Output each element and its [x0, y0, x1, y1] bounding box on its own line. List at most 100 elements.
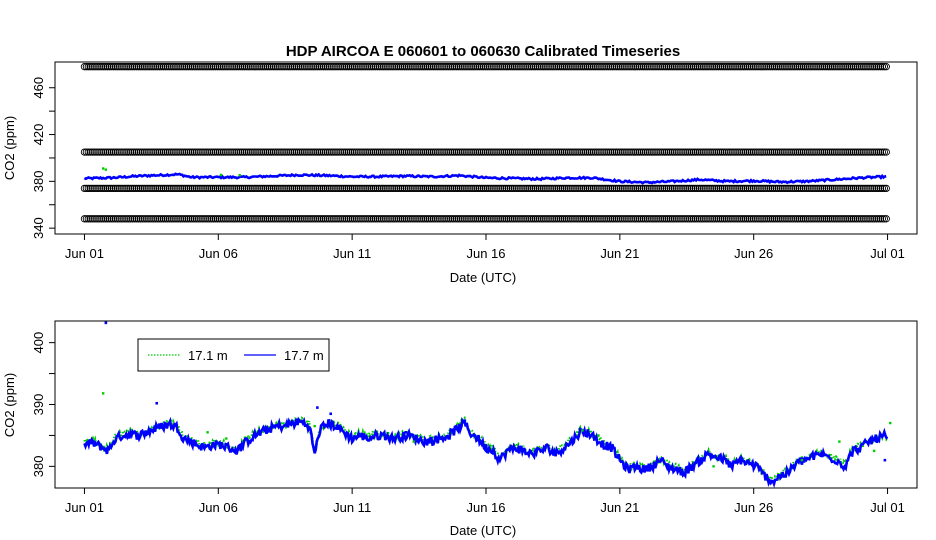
reference-point	[566, 184, 574, 193]
reference-point	[491, 184, 499, 193]
reference-point	[647, 148, 655, 156]
reference-point	[749, 148, 757, 156]
reference-point	[871, 184, 879, 193]
reference-point	[570, 148, 578, 156]
reference-point	[369, 148, 378, 156]
bottom-x-axis-label: Date (UTC)	[450, 523, 516, 538]
reference-point	[448, 215, 457, 223]
reference-point	[553, 148, 561, 156]
reference-point	[620, 215, 628, 223]
reference-point	[772, 215, 781, 223]
reference-point	[275, 215, 283, 223]
reference-point	[146, 215, 154, 223]
reference-point	[165, 148, 173, 156]
reference-point	[815, 63, 823, 71]
reference-point	[271, 63, 279, 71]
reference-point	[520, 63, 528, 71]
reference-point	[273, 215, 281, 223]
reference-point	[514, 148, 522, 156]
reference-point	[684, 184, 692, 193]
reference-point	[157, 215, 166, 223]
reference-point	[229, 148, 237, 156]
reference-point	[196, 63, 204, 71]
reference-point	[319, 215, 328, 223]
reference-point	[614, 184, 623, 193]
reference-point	[610, 215, 619, 223]
reference-point	[792, 184, 800, 193]
reference-point	[876, 215, 885, 223]
reference-point	[242, 184, 251, 193]
reference-point	[874, 63, 883, 71]
reference-point	[219, 63, 227, 71]
reference-point	[418, 63, 426, 71]
reference-point	[820, 184, 829, 193]
reference-point	[722, 148, 730, 156]
reference-point	[310, 148, 318, 156]
reference-point	[204, 63, 212, 71]
reference-point	[819, 148, 827, 156]
reference-point	[591, 63, 599, 71]
reference-point	[851, 215, 860, 223]
reference-point	[98, 184, 106, 193]
reference-point	[387, 148, 395, 156]
reference-point	[364, 184, 372, 193]
reference-point	[125, 215, 133, 223]
reference-point	[730, 148, 738, 156]
reference-point	[699, 63, 707, 71]
top-x-tick-label: Jun 06	[199, 246, 238, 261]
reference-point	[206, 63, 214, 71]
reference-point	[231, 184, 239, 193]
reference-point	[641, 184, 649, 193]
reference-point	[581, 63, 590, 71]
reference-point	[356, 184, 364, 193]
reference-point	[491, 215, 499, 223]
reference-point	[319, 184, 328, 193]
reference-point	[285, 148, 293, 156]
reference-point	[464, 63, 472, 71]
reference-point	[208, 63, 216, 71]
series-17-1m-point	[219, 173, 223, 177]
reference-point	[713, 148, 721, 156]
reference-point	[747, 63, 755, 71]
reference-point	[768, 184, 777, 193]
reference-point	[182, 184, 191, 193]
reference-point	[736, 184, 744, 193]
reference-point	[514, 215, 522, 223]
reference-point	[308, 63, 316, 71]
reference-point	[795, 148, 804, 156]
series-17-7m-point	[883, 458, 887, 462]
reference-point	[427, 148, 436, 156]
reference-point	[221, 184, 229, 193]
reference-point	[716, 148, 725, 156]
reference-point	[146, 184, 154, 193]
reference-point	[595, 215, 603, 223]
reference-point	[287, 148, 295, 156]
reference-point	[595, 184, 603, 193]
reference-point	[202, 148, 210, 156]
reference-point	[179, 63, 187, 71]
reference-point	[134, 148, 143, 156]
reference-point	[487, 63, 495, 71]
reference-point	[500, 63, 509, 71]
reference-point	[273, 63, 281, 71]
reference-point	[512, 148, 520, 156]
reference-point	[583, 184, 592, 193]
reference-point	[433, 148, 441, 156]
reference-point	[423, 63, 432, 71]
reference-point	[375, 148, 383, 156]
reference-point	[799, 148, 808, 156]
reference-point	[404, 184, 412, 193]
reference-point	[745, 184, 754, 193]
reference-point	[766, 148, 775, 156]
reference-point	[96, 63, 104, 71]
reference-point	[304, 148, 312, 156]
reference-point	[314, 148, 322, 156]
reference-point	[824, 184, 833, 193]
reference-point	[701, 148, 709, 156]
reference-point	[125, 63, 133, 71]
reference-point	[167, 63, 175, 71]
reference-point	[574, 184, 582, 193]
reference-point	[543, 148, 551, 156]
bottom-panel: Jun 01 Jun 06 Jun 11 Jun 16 Jun 21 Jun 26 Jul …	[2, 320, 918, 538]
reference-point	[832, 215, 840, 223]
